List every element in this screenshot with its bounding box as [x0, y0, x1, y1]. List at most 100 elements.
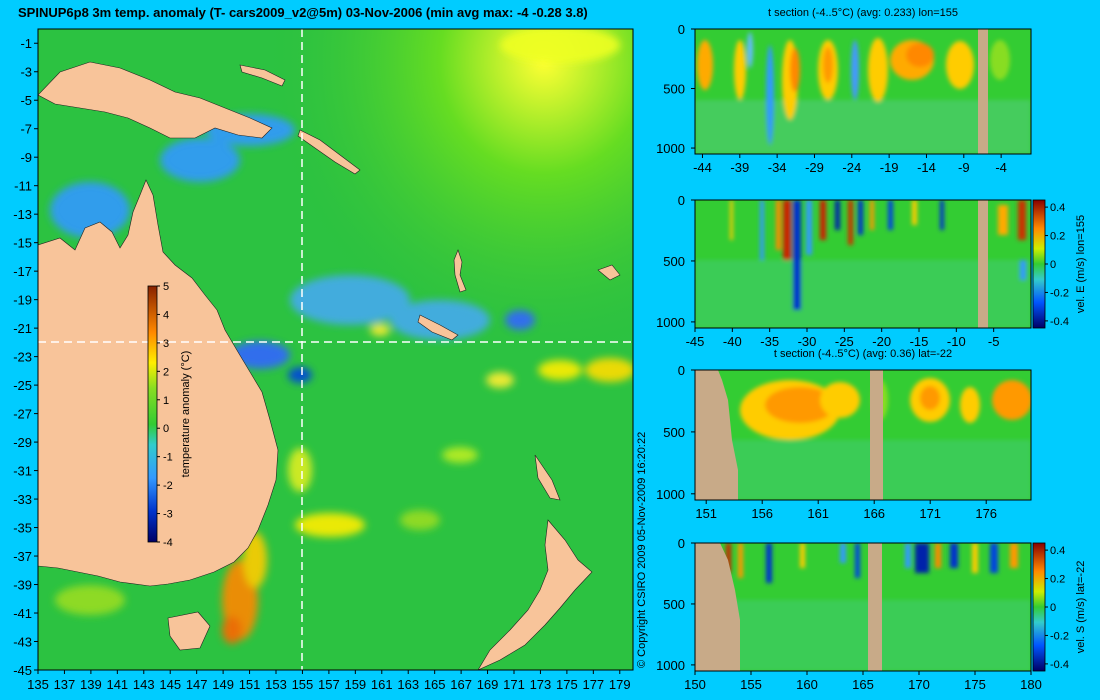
panel1-x-tick-label: -9 — [958, 160, 970, 175]
map-x-tick-label: 165 — [424, 677, 446, 692]
panel2-x-tick-label: -15 — [910, 334, 929, 349]
panel2-x-tick-label: -10 — [947, 334, 966, 349]
map-y-tick-label: -33 — [13, 492, 32, 507]
map-x-tick-label: 169 — [477, 677, 499, 692]
panel3-land — [695, 370, 738, 500]
map-colorbar-tick-label: 0 — [163, 423, 169, 435]
map-y-tick-label: -17 — [13, 264, 32, 279]
map-y-axis: -1 -3 -5 -7 -9 -11 -13 -15 -17 -19 -21 -23 -25 -27 -29… — [13, 36, 38, 678]
panel1-land — [978, 29, 988, 154]
panel1-x-tick-label: -24 — [842, 160, 861, 175]
panel3-x-tick-label: 151 — [695, 506, 717, 521]
map-colorbar-tick-label: 1 — [163, 395, 169, 407]
map-y-tick-label: -9 — [20, 150, 32, 165]
panel2-y-tick-label: 500 — [663, 254, 685, 269]
panel2-x-tick-label: -25 — [835, 334, 854, 349]
new-ireland-land — [239, 64, 286, 87]
map-colorbar: 5 4 3 2 1 0 -1 -2 -3 -4 temperature anomaly (°C) — [147, 281, 192, 549]
panel-vel-s-lat: 150 155 160 165 170 175 180 0 500 1000 0.4 0.2 0 -0.… — [656, 536, 1087, 692]
panel4-x-tick-label: 150 — [684, 677, 706, 692]
panel4-colorbar-gradient — [1032, 542, 1046, 672]
map-colorbar-tick-label: -4 — [163, 537, 173, 549]
map-x-tick-label: 163 — [397, 677, 419, 692]
panel2-colorbar-tick-label: -0.2 — [1050, 287, 1069, 299]
panel2-colorbar-label: vel. E (m/s) lon=155 — [1075, 215, 1087, 313]
map-y-tick-label: -29 — [13, 435, 32, 450]
map-colorbar-ticks: 5 4 3 2 1 0 -1 -2 -3 -4 — [157, 281, 173, 549]
panel3-x-tick-label: 161 — [807, 506, 829, 521]
map-y-tick-label: -15 — [13, 236, 32, 251]
north-island-land — [534, 454, 561, 501]
panel2-axes: -45 -40 -35 -30 -25 -20 -15 -10 -5 0 500 1000 — [656, 193, 999, 349]
map-x-tick-label: 159 — [344, 677, 366, 692]
panel4-colorbar-tick-label: -0.2 — [1050, 630, 1069, 642]
panel3-axes: 151 156 161 166 171 176 0 500 1000 — [656, 363, 997, 521]
map-x-tick-label: 167 — [450, 677, 472, 692]
map-y-tick-label: -1 — [20, 36, 32, 51]
map-y-tick-label: -7 — [20, 122, 32, 137]
panel1-y-tick-label: 500 — [663, 82, 685, 97]
map-y-tick-label: -25 — [13, 378, 32, 393]
panel2-land — [978, 200, 988, 328]
panel4-colorbar-tick-label: 0 — [1050, 602, 1056, 614]
map-y-tick-label: -43 — [13, 635, 32, 650]
new-caledonia-land — [417, 314, 459, 341]
panel2-x-tick-label: -35 — [760, 334, 779, 349]
panel2-x-tick-label: -45 — [686, 334, 705, 349]
map-x-tick-label: 147 — [186, 677, 208, 692]
panel4-x-tick-label: 180 — [1020, 677, 1042, 692]
panel4-land — [695, 543, 740, 671]
map-x-tick-label: 135 — [27, 677, 49, 692]
map-y-tick-label: -27 — [13, 407, 32, 422]
solomon-islands-land — [297, 129, 361, 175]
panel4-x-tick-label: 175 — [964, 677, 986, 692]
panel2-y-tick-label: 0 — [678, 193, 685, 208]
fiji-land — [597, 264, 621, 281]
panel1-x-tick-label: -34 — [768, 160, 787, 175]
map-x-tick-label: 145 — [159, 677, 181, 692]
panel4-x-tick-label: 170 — [908, 677, 930, 692]
map-x-tick-label: 137 — [54, 677, 76, 692]
panel1-x-tick-label: -39 — [730, 160, 749, 175]
panel2-y-tick-label: 1000 — [656, 315, 685, 330]
map-colorbar-tick-label: -2 — [163, 480, 173, 492]
panel4-y-tick-label: 1000 — [656, 658, 685, 673]
map-x-tick-label: 151 — [239, 677, 261, 692]
panel4-colorbar-tick-label: 0.2 — [1050, 574, 1065, 586]
map-x-tick-label: 177 — [582, 677, 604, 692]
map-x-tick-label: 153 — [265, 677, 287, 692]
panel3-x-tick-label: 166 — [863, 506, 885, 521]
tasmania-land — [167, 611, 211, 651]
map-colorbar-tick-label: -3 — [163, 509, 173, 521]
map-y-tick-label: -11 — [14, 179, 32, 194]
panel4-x-tick-label: 155 — [740, 677, 762, 692]
map-y-tick-label: -31 — [13, 464, 32, 479]
copyright-text: © Copyright CSIRO 2009 05-Nov-2009 16:20… — [636, 432, 648, 668]
panel1-x-tick-label: -19 — [880, 160, 899, 175]
map-x-tick-label: 161 — [371, 677, 393, 692]
panel3-x-tick-label: 171 — [919, 506, 941, 521]
map-colorbar-tick-label: -1 — [163, 452, 173, 464]
map-anomaly-features — [50, 29, 633, 644]
map-x-tick-label: 141 — [106, 677, 128, 692]
panel-t-section-lon: t section (-4..5°C) (avg: 0.233) lon=155 — [656, 7, 1032, 175]
land — [38, 61, 621, 670]
panel4-x-tick-label: 160 — [796, 677, 818, 692]
panel1-x-tick-label: -44 — [693, 160, 712, 175]
panel4-y-tick-label: 0 — [678, 536, 685, 551]
panel4-x-tick-label: 165 — [852, 677, 874, 692]
map-y-tick-label: -5 — [20, 93, 32, 108]
panel2-colorbar-ticks: 0.4 0.2 0 -0.2 -0.4 — [1045, 202, 1069, 328]
panel4-colorbar-label: vel. S (m/s) lat=-22 — [1075, 561, 1087, 654]
map-colorbar-tick-label: 4 — [163, 309, 169, 321]
vanuatu-land — [453, 249, 467, 293]
map-y-tick-label: -23 — [13, 350, 32, 365]
panel2-heatmap-features — [695, 200, 1031, 328]
panel2-x-tick-label: -20 — [872, 334, 891, 349]
panel3-y-tick-label: 0 — [678, 363, 685, 378]
panel2-x-tick-label: -30 — [798, 334, 817, 349]
map-x-tick-label: 143 — [133, 677, 155, 692]
map-colorbar-gradient — [147, 285, 158, 543]
panel1-x-tick-label: -14 — [917, 160, 936, 175]
